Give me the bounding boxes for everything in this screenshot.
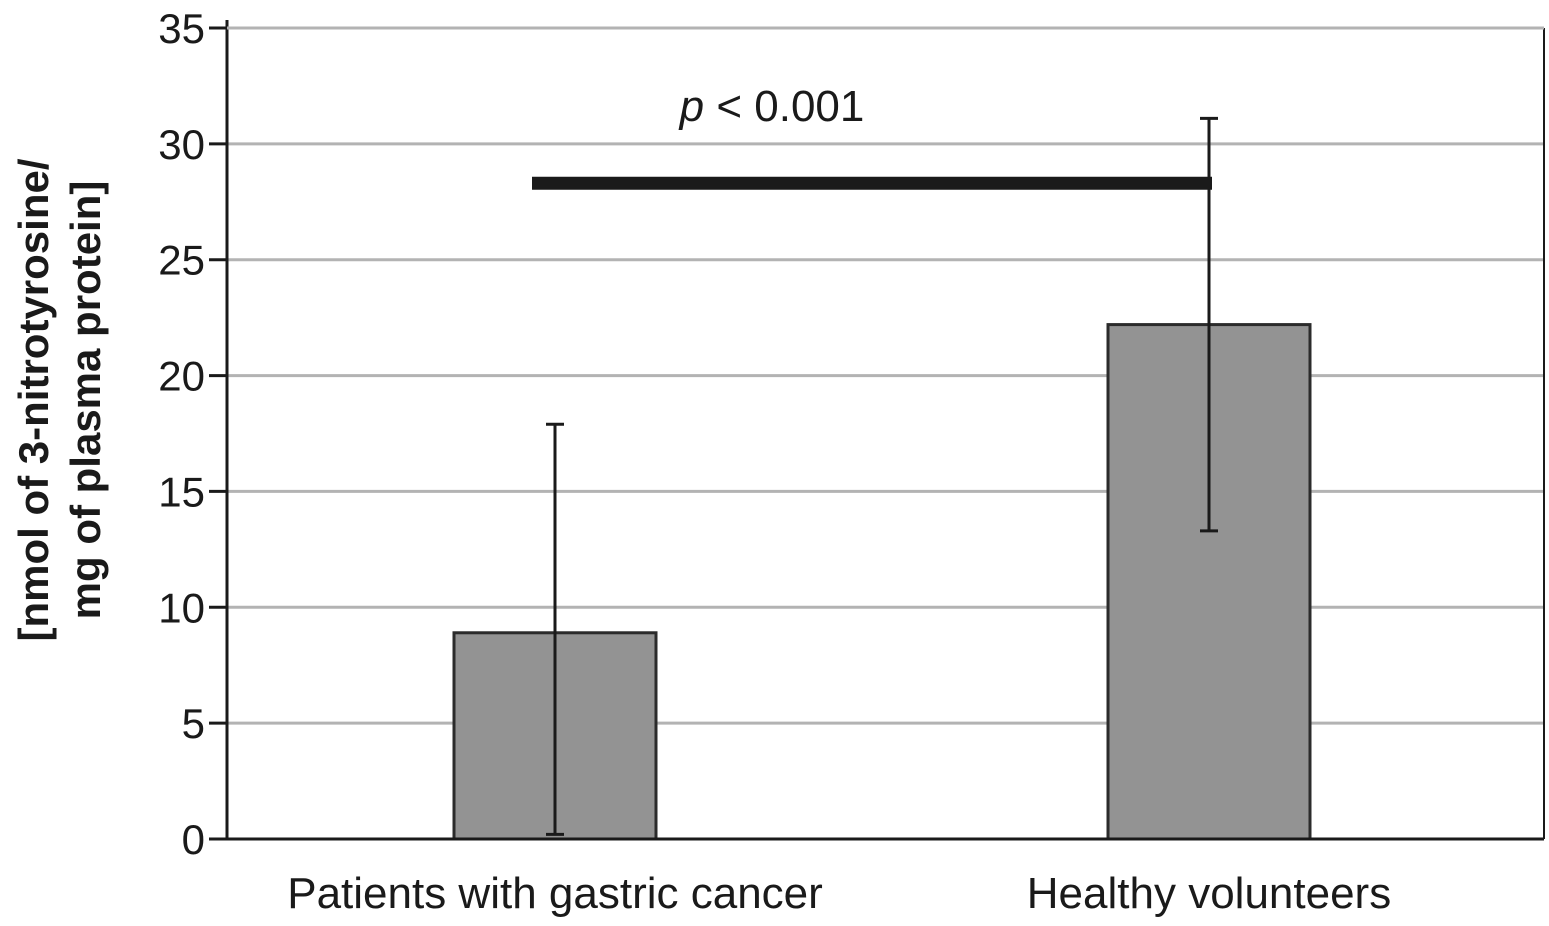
y-axis-label: [nmol of 3-nitrotyrosine/ mg of plasma p… bbox=[10, 158, 109, 641]
y-axis-label-line-2: mg of plasma protein] bbox=[62, 181, 109, 620]
y-tick-label: 15 bbox=[158, 468, 205, 515]
gridlines bbox=[227, 26, 1544, 725]
y-tick-labels: 0 5 10 15 20 25 30 35 bbox=[158, 5, 227, 863]
category-labels: Patients with gastric cancer Healthy volu… bbox=[287, 869, 1391, 918]
bars bbox=[452, 323, 1312, 841]
y-tick-label: 5 bbox=[182, 700, 205, 747]
category-label-1: Healthy volunteers bbox=[1027, 869, 1391, 918]
y-tick-label: 20 bbox=[158, 353, 205, 400]
axes bbox=[225, 20, 1545, 841]
y-tick-label: 10 bbox=[158, 584, 205, 631]
p-threshold: < 0.001 bbox=[704, 82, 864, 131]
y-axis-label-line-1: [nmol of 3-nitrotyrosine/ bbox=[10, 158, 57, 641]
y-tick-label: 0 bbox=[182, 816, 205, 863]
p-symbol: p bbox=[678, 82, 704, 131]
p-value-label: p < 0.001 bbox=[678, 82, 865, 131]
y-tick-label: 25 bbox=[158, 237, 205, 284]
category-label-0: Patients with gastric cancer bbox=[287, 869, 823, 918]
significance-annotation: p < 0.001 bbox=[532, 82, 1212, 190]
y-tick-label: 35 bbox=[158, 5, 205, 52]
y-tick-label: 30 bbox=[158, 121, 205, 168]
